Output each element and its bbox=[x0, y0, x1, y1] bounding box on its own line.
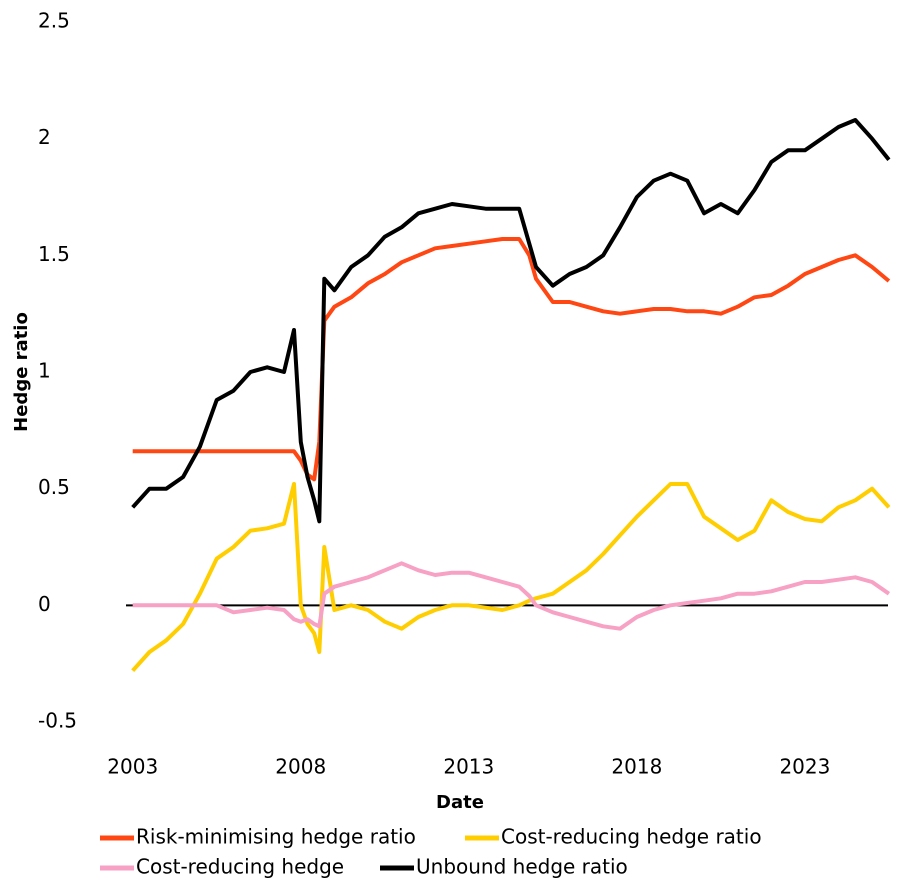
x-tick-label: 2003 bbox=[107, 755, 158, 779]
legend-label: Unbound hedge ratio bbox=[416, 855, 628, 879]
y-tick-label: 0 bbox=[38, 592, 51, 616]
legend-label: Cost-reducing hedge bbox=[136, 855, 344, 879]
x-tick-label: 2023 bbox=[779, 755, 830, 779]
y-tick-label: 0.5 bbox=[38, 475, 70, 499]
legend-label: Cost-reducing hedge ratio bbox=[501, 825, 762, 849]
series-line bbox=[132, 561, 891, 631]
legend-label: Risk-minimising hedge ratio bbox=[136, 825, 416, 849]
y-tick-label: 2 bbox=[38, 125, 51, 149]
x-axis-title: Date bbox=[436, 792, 484, 813]
y-tick-label: -0.5 bbox=[38, 709, 77, 733]
y-axis-title: Hedge ratio bbox=[11, 312, 32, 432]
series-line bbox=[132, 237, 891, 482]
x-tick-label: 2013 bbox=[443, 755, 494, 779]
x-tick-label: 2018 bbox=[611, 755, 662, 779]
x-tick-label: 2008 bbox=[275, 755, 326, 779]
series-line bbox=[131, 482, 891, 673]
y-tick-label: 2.5 bbox=[38, 9, 70, 33]
y-tick-label: 1.5 bbox=[38, 242, 70, 266]
y-tick-label: 1 bbox=[38, 359, 51, 383]
series-line bbox=[131, 118, 891, 524]
